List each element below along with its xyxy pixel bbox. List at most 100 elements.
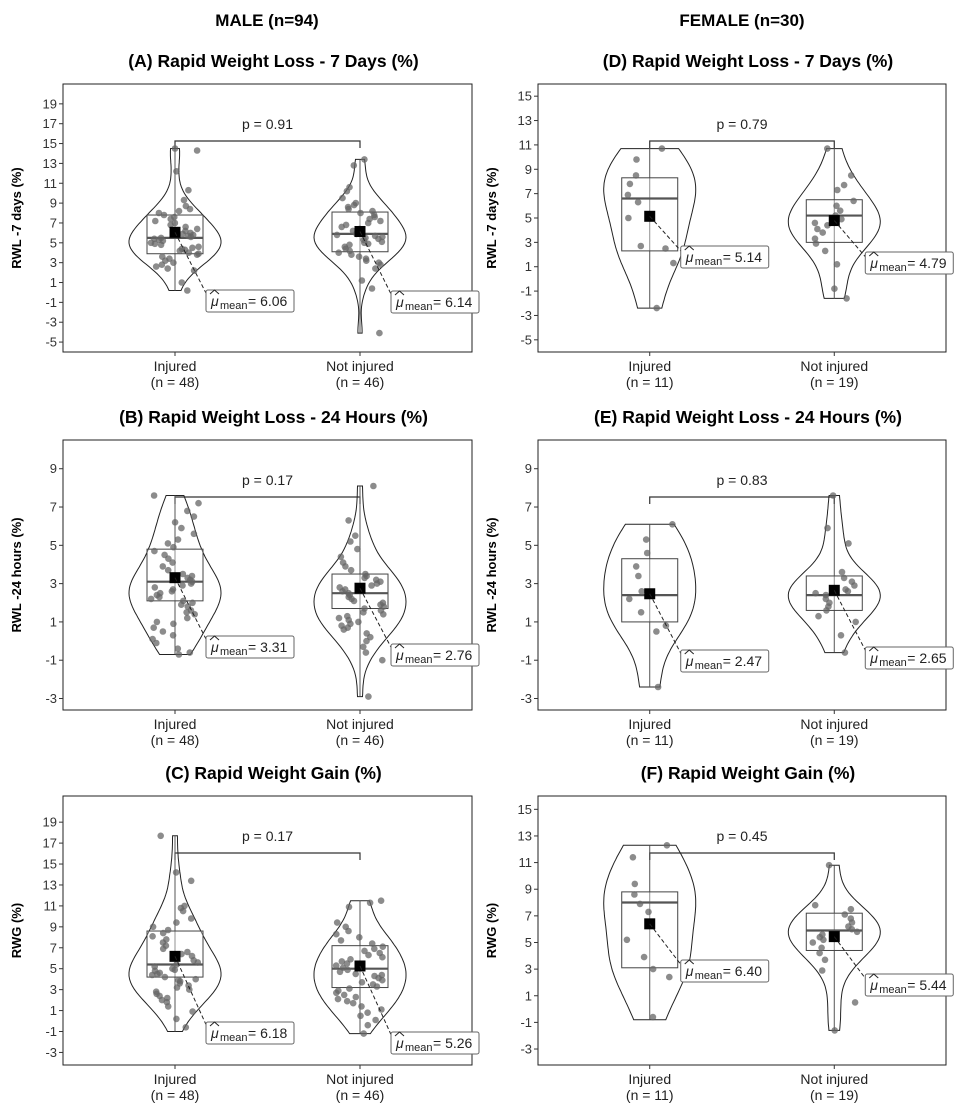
mean-value-label: = 3.31 — [248, 639, 288, 655]
data-point — [151, 584, 159, 591]
data-point — [186, 205, 194, 213]
data-point — [149, 923, 157, 931]
y-tick-label: -1 — [45, 1024, 57, 1039]
plot-frame — [537, 439, 947, 711]
y-tick-label: -3 — [520, 691, 532, 706]
y-tick-label: 19 — [43, 96, 57, 111]
hat-symbol — [394, 1031, 405, 1037]
p-value-label: p = 0.91 — [242, 116, 293, 132]
y-tick-label: -3 — [45, 1045, 57, 1060]
mean-connector — [359, 965, 394, 1040]
y-tick-label: 7 — [525, 186, 532, 201]
mean-connector — [833, 220, 868, 260]
data-point — [377, 897, 385, 904]
data-point — [623, 936, 631, 944]
data-point — [151, 547, 158, 555]
data-point — [178, 601, 185, 608]
data-point — [373, 580, 381, 587]
y-tick-label: -1 — [520, 653, 532, 668]
data-point — [669, 521, 676, 528]
data-point — [185, 186, 192, 194]
mean-label-box — [205, 635, 295, 659]
data-point — [170, 620, 177, 628]
data-point — [164, 1003, 172, 1010]
x-tick-n-label: (n = 11) — [626, 732, 674, 748]
data-point — [850, 197, 857, 205]
x-tick-label: Not injured — [326, 358, 394, 374]
data-point — [173, 168, 180, 175]
data-point — [848, 925, 856, 933]
panel-2: (D) Rapid Weight Loss - 7 Days (%) -5 -3 -1… — [484, 51, 954, 390]
mu-symbol: μ — [210, 1025, 219, 1041]
data-point — [343, 997, 351, 1005]
data-point — [164, 566, 172, 574]
x-tick-label: Not injured — [800, 1071, 868, 1087]
violin-outline — [128, 835, 222, 1032]
data-point — [845, 540, 852, 547]
data-point — [179, 582, 186, 589]
mean-value-label: = 6.06 — [248, 293, 288, 309]
data-point — [187, 915, 195, 922]
y-axis-label: RWG (%) — [484, 903, 499, 958]
data-point — [356, 934, 363, 941]
data-point — [355, 618, 362, 626]
y-tick-label: 11 — [519, 855, 533, 870]
data-point — [168, 588, 176, 595]
plot-frame — [62, 439, 473, 711]
data-point — [153, 639, 160, 647]
mean-value-label: = 5.44 — [907, 977, 947, 993]
y-axis-label: RWL -24 hours (%) — [9, 517, 24, 632]
data-point — [175, 651, 183, 658]
group-not-injured: μ mean = 5.26 Not injured(n = 46) — [313, 897, 480, 1103]
mean-value-label: = 5.26 — [433, 1035, 473, 1051]
data-point — [176, 247, 184, 255]
data-point — [364, 1009, 371, 1016]
significance-bracket — [174, 852, 361, 860]
data-point — [164, 540, 172, 547]
data-point — [645, 908, 652, 916]
data-point — [190, 530, 198, 538]
data-point — [840, 574, 848, 582]
mean-value-label: = 6.18 — [248, 1025, 288, 1041]
column-title-male: MALE (n=94) — [215, 11, 318, 30]
data-point — [379, 943, 387, 950]
p-value-label: p = 0.17 — [242, 828, 293, 844]
data-point — [150, 624, 157, 631]
data-point — [333, 231, 341, 239]
data-point — [343, 960, 351, 967]
data-point — [157, 832, 164, 840]
data-point — [626, 180, 634, 188]
data-point — [818, 944, 825, 952]
data-point — [847, 905, 855, 913]
y-tick-label: 3 — [50, 576, 57, 591]
group-injured: μ mean = 6.40 Injured(n = 11) — [603, 842, 770, 1103]
data-point — [345, 927, 352, 935]
violin-outline — [128, 148, 222, 291]
data-point — [195, 499, 202, 507]
data-point — [833, 202, 840, 210]
data-point — [154, 970, 161, 978]
mean-value-label: = 2.76 — [433, 647, 473, 663]
x-tick-n-label: (n = 19) — [810, 1087, 859, 1103]
hat-symbol — [209, 289, 220, 295]
data-point — [338, 958, 346, 965]
data-point — [340, 991, 348, 999]
data-point — [167, 221, 174, 229]
y-tick-label: 3 — [50, 982, 57, 997]
data-point — [379, 953, 386, 961]
y-tick-label: 9 — [525, 461, 532, 476]
p-value-label: p = 0.45 — [717, 828, 768, 844]
y-tick-label: 9 — [525, 882, 532, 897]
y-tick-label: 1 — [50, 614, 57, 629]
x-tick-n-label: (n = 48) — [151, 374, 200, 390]
group-injured: μ mean = 5.14 Injured(n = 11) — [603, 145, 770, 390]
y-tick-label: 9 — [525, 162, 532, 177]
y-tick-label: 9 — [50, 461, 57, 476]
mean-connector — [359, 231, 394, 299]
data-point — [164, 265, 171, 272]
box — [621, 891, 679, 969]
data-point — [184, 507, 191, 515]
mean-label-box — [680, 245, 770, 269]
mean-subscript: mean — [879, 262, 907, 274]
